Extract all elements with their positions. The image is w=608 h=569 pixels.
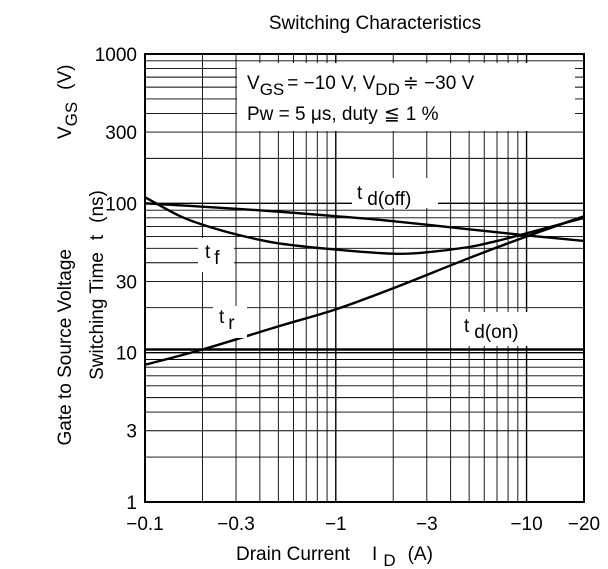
y-tick-label: 10: [116, 344, 137, 365]
y-axis-label-left: Gate to Source VoltageVGS(V): [55, 64, 81, 445]
y-tick-label: 1: [126, 493, 137, 514]
label-td-on: t d(on): [459, 312, 545, 346]
series-curves: [144, 196, 585, 366]
x-tick-label: −1: [325, 514, 347, 535]
y-tick-label: 30: [116, 272, 137, 293]
svg-text:td(off): t d(off): [357, 183, 411, 210]
conditions-box-bg: [237, 63, 575, 131]
plot-frame: [144, 53, 585, 503]
y-tick-label: 100: [105, 194, 137, 215]
y-tick-label: 300: [105, 123, 137, 144]
condition-line-1: VGS = −10 V, VDD ≑ −30 V: [247, 73, 475, 99]
label-td-off: t d(off): [352, 178, 438, 210]
y-axis-label: Switching Timet(ns): [87, 190, 108, 380]
y-tick-label: 1000: [95, 45, 137, 66]
y-tick-labels: 1 3 10 30 100 300 1000: [95, 45, 137, 514]
x-tick-label: −20: [568, 514, 600, 535]
svg-text:tr: tr: [219, 307, 235, 334]
condition-line-2: Pw = 5 μs, duty ≦ 1 %: [247, 104, 439, 125]
x-tick-label: −0.1: [126, 514, 164, 535]
x-tick-label: −0.3: [217, 514, 255, 535]
x-tick-labels: −0.1 −0.3 −1 −3 −10 −20: [126, 514, 600, 535]
svg-text:td(on): t d(on): [464, 316, 519, 343]
svg-text:tf: tf: [205, 242, 220, 269]
x-tick-label: −10: [510, 514, 542, 535]
x-tick-label: −3: [416, 514, 438, 535]
chart-title: Switching Characteristics: [269, 13, 481, 34]
x-axis-label: Drain Current I D (A): [236, 544, 433, 569]
series-tf-line: [144, 196, 585, 256]
y-tick-label: 3: [126, 422, 137, 443]
series-tr-line: [144, 215, 585, 366]
